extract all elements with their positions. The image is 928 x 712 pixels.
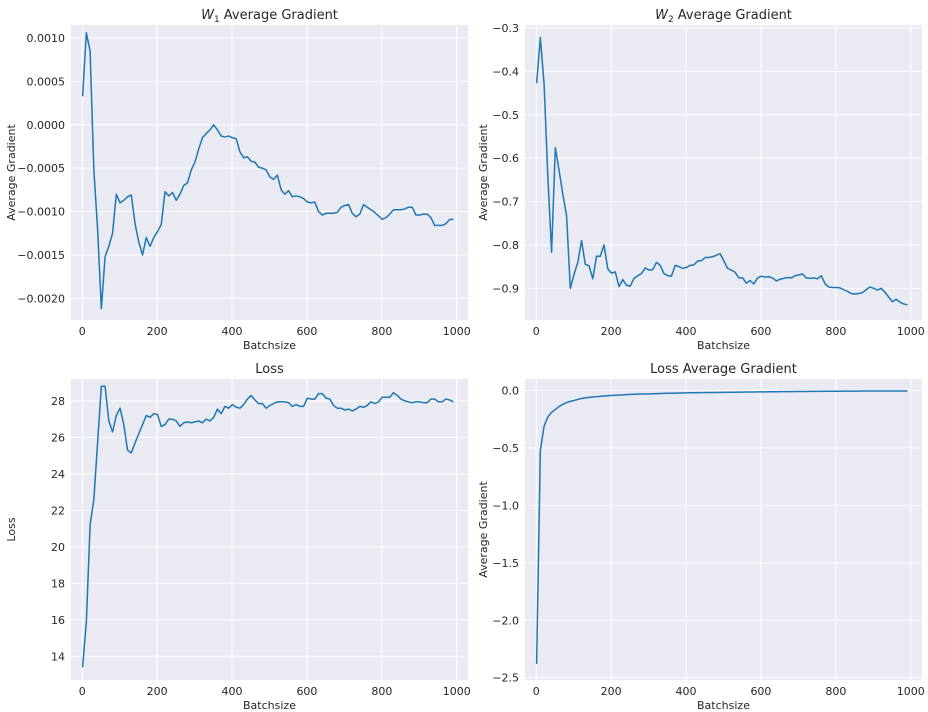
w1-gradient-y-tick-label: −0.0015 (17, 249, 65, 262)
loss-gradient-y-tick-label: −2.5 (492, 672, 519, 685)
subplot-loss-average-gradient: 0 200 400 600 800 1000 −2.5 −2.0 −1.5 −1.0 −0.5 0.0… (477, 362, 925, 712)
w2-gradient-x-axis-label: Batchsize (697, 339, 750, 352)
loss-title: Loss (255, 362, 284, 377)
w2-gradient-x-tick-label: 0 (533, 325, 540, 338)
loss-y-tick-label: 28 (51, 395, 65, 408)
loss-series-line (81, 385, 454, 668)
loss-y-tick-label: 14 (51, 650, 65, 663)
w2-gradient-y-axis-label: Average Gradient (477, 124, 490, 221)
w1-gradient-plot-area (71, 25, 468, 320)
subplot-w2-average-gradient: 0 200 400 600 800 1000 −0.9 −0.8 −0.7 −0.6 −0.5 −0.… (477, 8, 925, 352)
w2-gradient-y-tick-label: −0.8 (492, 239, 519, 252)
loss-x-tick-label: 600 (296, 685, 317, 698)
w1-gradient-x-tick-label: 400 (222, 325, 243, 338)
loss-gradient-x-tick-label: 800 (825, 685, 846, 698)
w2-gradient-title-text: Average Gradient (674, 8, 792, 23)
w2-gradient-y-tick-label: −0.9 (492, 282, 519, 295)
w1-gradient-y-axis-label: Average Gradient (5, 124, 18, 221)
w1-gradient-x-tick-label: 200 (147, 325, 168, 338)
loss-y-tick-label: 18 (51, 577, 65, 590)
w2-gradient-title-symbol: W (655, 8, 669, 23)
loss-gradient-y-tick-label: −2.0 (492, 614, 519, 627)
w2-gradient-x-tick-label: 400 (676, 325, 697, 338)
subplot-loss: 0 200 400 600 800 1000 14 16 18 20 22 24 26 28 Loss Bat… (5, 362, 471, 712)
w1-gradient-y-tick-label: −0.0005 (17, 162, 65, 175)
w2-gradient-y-tick-label: −0.3 (492, 22, 519, 35)
w1-gradient-y-tick-label: −0.0010 (17, 206, 65, 219)
loss-y-tick-label: 26 (51, 431, 65, 444)
loss-y-axis-label: Loss (5, 517, 18, 541)
subplot-w1-average-gradient: 0 200 400 600 800 1000 −0.0020 −0.0015 −0.0010 −0… (5, 8, 471, 352)
loss-gradient-series-line (535, 390, 908, 664)
w1-gradient-y-tick-label: 0.0000 (27, 119, 66, 132)
loss-gradient-plot-area (525, 379, 922, 680)
loss-gradient-x-tick-label: 1000 (897, 685, 925, 698)
loss-x-tick-label: 1000 (443, 685, 471, 698)
loss-gradient-title: Loss Average Gradient (650, 362, 797, 377)
loss-x-tick-label: 200 (147, 685, 168, 698)
w2-gradient-x-tick-label: 1000 (897, 325, 925, 338)
loss-x-tick-label: 0 (79, 685, 86, 698)
w1-gradient-x-tick-label: 0 (79, 325, 86, 338)
w1-gradient-x-tick-label: 600 (296, 325, 317, 338)
loss-y-tick-label: 22 (51, 504, 65, 517)
loss-y-tick-label: 24 (51, 468, 65, 481)
w1-gradient-title-text: Average Gradient (220, 8, 338, 23)
w1-gradient-x-axis-label: Batchsize (243, 339, 296, 352)
loss-gradient-x-axis-label: Batchsize (697, 699, 750, 712)
w1-gradient-title-subscript: 1 (214, 15, 220, 25)
loss-gradient-y-axis-label: Average Gradient (477, 481, 490, 578)
w2-gradient-y-tick-label: −0.7 (492, 196, 519, 209)
loss-gradient-y-tick-label: 0.0 (502, 384, 520, 397)
w2-gradient-y-tick-label: −0.5 (492, 109, 519, 122)
w2-gradient-title-subscript: 2 (668, 15, 674, 25)
w1-gradient-title-symbol: W (201, 8, 215, 23)
w1-gradient-x-tick-label: 800 (371, 325, 392, 338)
loss-gradient-y-tick-label: −1.5 (492, 557, 519, 570)
loss-x-axis-label: Batchsize (243, 699, 296, 712)
loss-gradient-y-tick-label: −1.0 (492, 499, 519, 512)
w2-gradient-y-tick-label: −0.6 (492, 152, 519, 165)
loss-gradient-y-tick-label: −0.5 (492, 442, 519, 455)
w2-gradient-x-tick-label: 600 (750, 325, 771, 338)
loss-plot-area (71, 379, 468, 680)
w2-gradient-x-tick-label: 800 (825, 325, 846, 338)
loss-gradient-x-tick-label: 200 (601, 685, 622, 698)
w1-gradient-y-tick-label: −0.0020 (17, 292, 65, 305)
loss-y-tick-label: 16 (51, 614, 65, 627)
w2-gradient-x-tick-label: 200 (601, 325, 622, 338)
w1-gradient-title: W1 Average Gradient (201, 8, 338, 25)
loss-x-tick-label: 800 (371, 685, 392, 698)
loss-x-tick-label: 400 (222, 685, 243, 698)
loss-gradient-x-tick-label: 0 (533, 685, 540, 698)
loss-gradient-x-tick-label: 600 (750, 685, 771, 698)
w2-gradient-series-line (535, 36, 908, 306)
w1-gradient-y-tick-label: 0.0010 (27, 32, 66, 45)
w2-gradient-title: W2 Average Gradient (655, 8, 792, 25)
w1-gradient-series-line (81, 32, 454, 310)
loss-y-tick-label: 20 (51, 541, 65, 554)
w2-gradient-plot-area (525, 25, 922, 320)
w1-gradient-x-tick-label: 1000 (443, 325, 471, 338)
loss-gradient-x-tick-label: 400 (676, 685, 697, 698)
w1-gradient-y-tick-label: 0.0005 (27, 75, 66, 88)
w2-gradient-y-tick-label: −0.4 (492, 65, 519, 78)
